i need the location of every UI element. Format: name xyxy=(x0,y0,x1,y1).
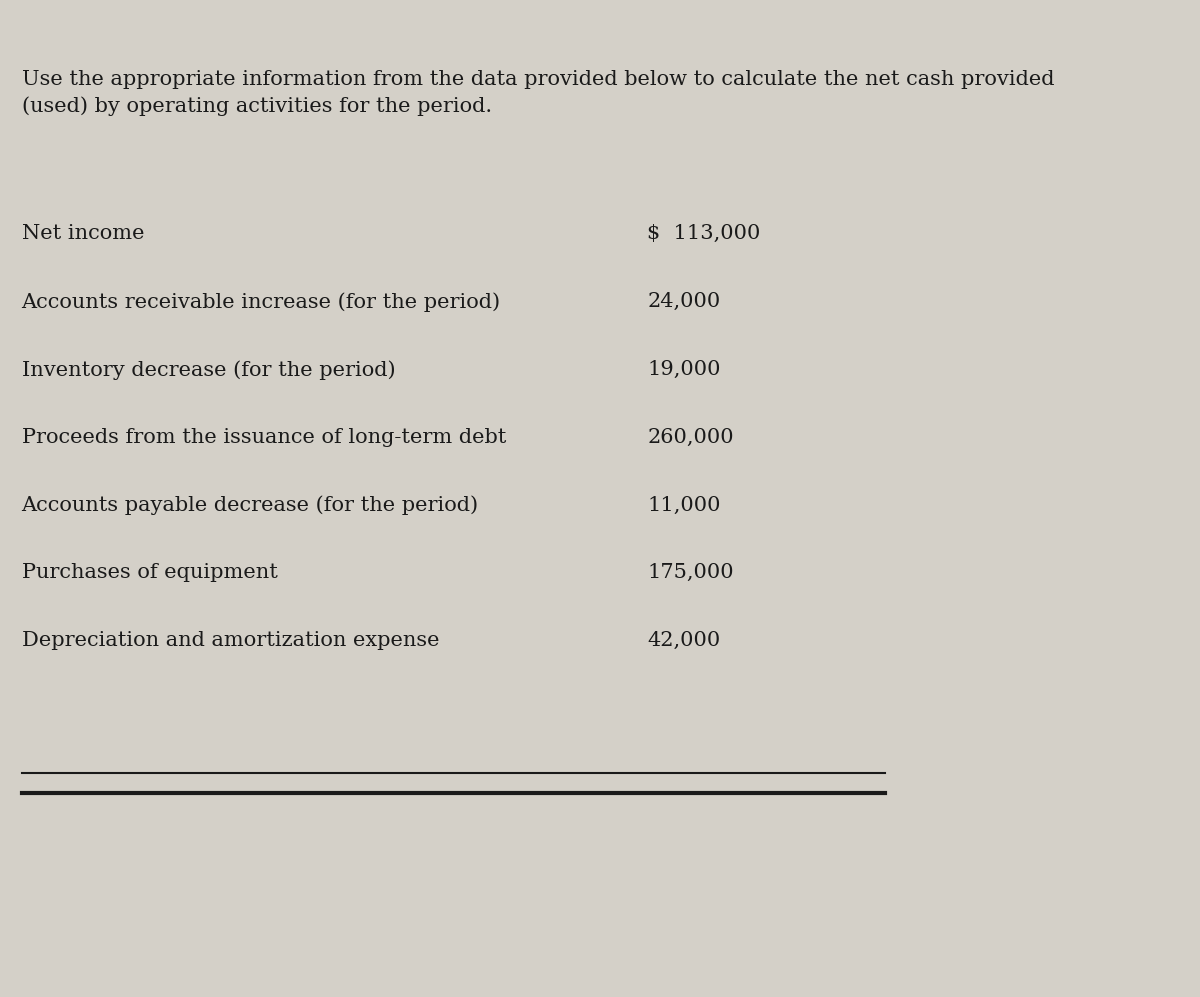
Text: 11,000: 11,000 xyxy=(647,496,721,514)
Text: Proceeds from the issuance of long-term debt: Proceeds from the issuance of long-term … xyxy=(22,428,506,447)
Text: 24,000: 24,000 xyxy=(647,292,720,311)
Text: Purchases of equipment: Purchases of equipment xyxy=(22,563,277,582)
Text: Inventory decrease (for the period): Inventory decrease (for the period) xyxy=(22,360,395,380)
Text: $  113,000: $ 113,000 xyxy=(647,224,761,243)
Text: Accounts payable decrease (for the period): Accounts payable decrease (for the perio… xyxy=(22,496,479,515)
Text: Depreciation and amortization expense: Depreciation and amortization expense xyxy=(22,631,439,650)
Text: Accounts receivable increase (for the period): Accounts receivable increase (for the pe… xyxy=(22,292,500,312)
Text: 19,000: 19,000 xyxy=(647,360,721,379)
Text: 260,000: 260,000 xyxy=(647,428,734,447)
Text: 175,000: 175,000 xyxy=(647,563,734,582)
Text: Net income: Net income xyxy=(22,224,144,243)
Text: Use the appropriate information from the data provided below to calculate the ne: Use the appropriate information from the… xyxy=(22,70,1054,117)
Text: 42,000: 42,000 xyxy=(647,631,720,650)
